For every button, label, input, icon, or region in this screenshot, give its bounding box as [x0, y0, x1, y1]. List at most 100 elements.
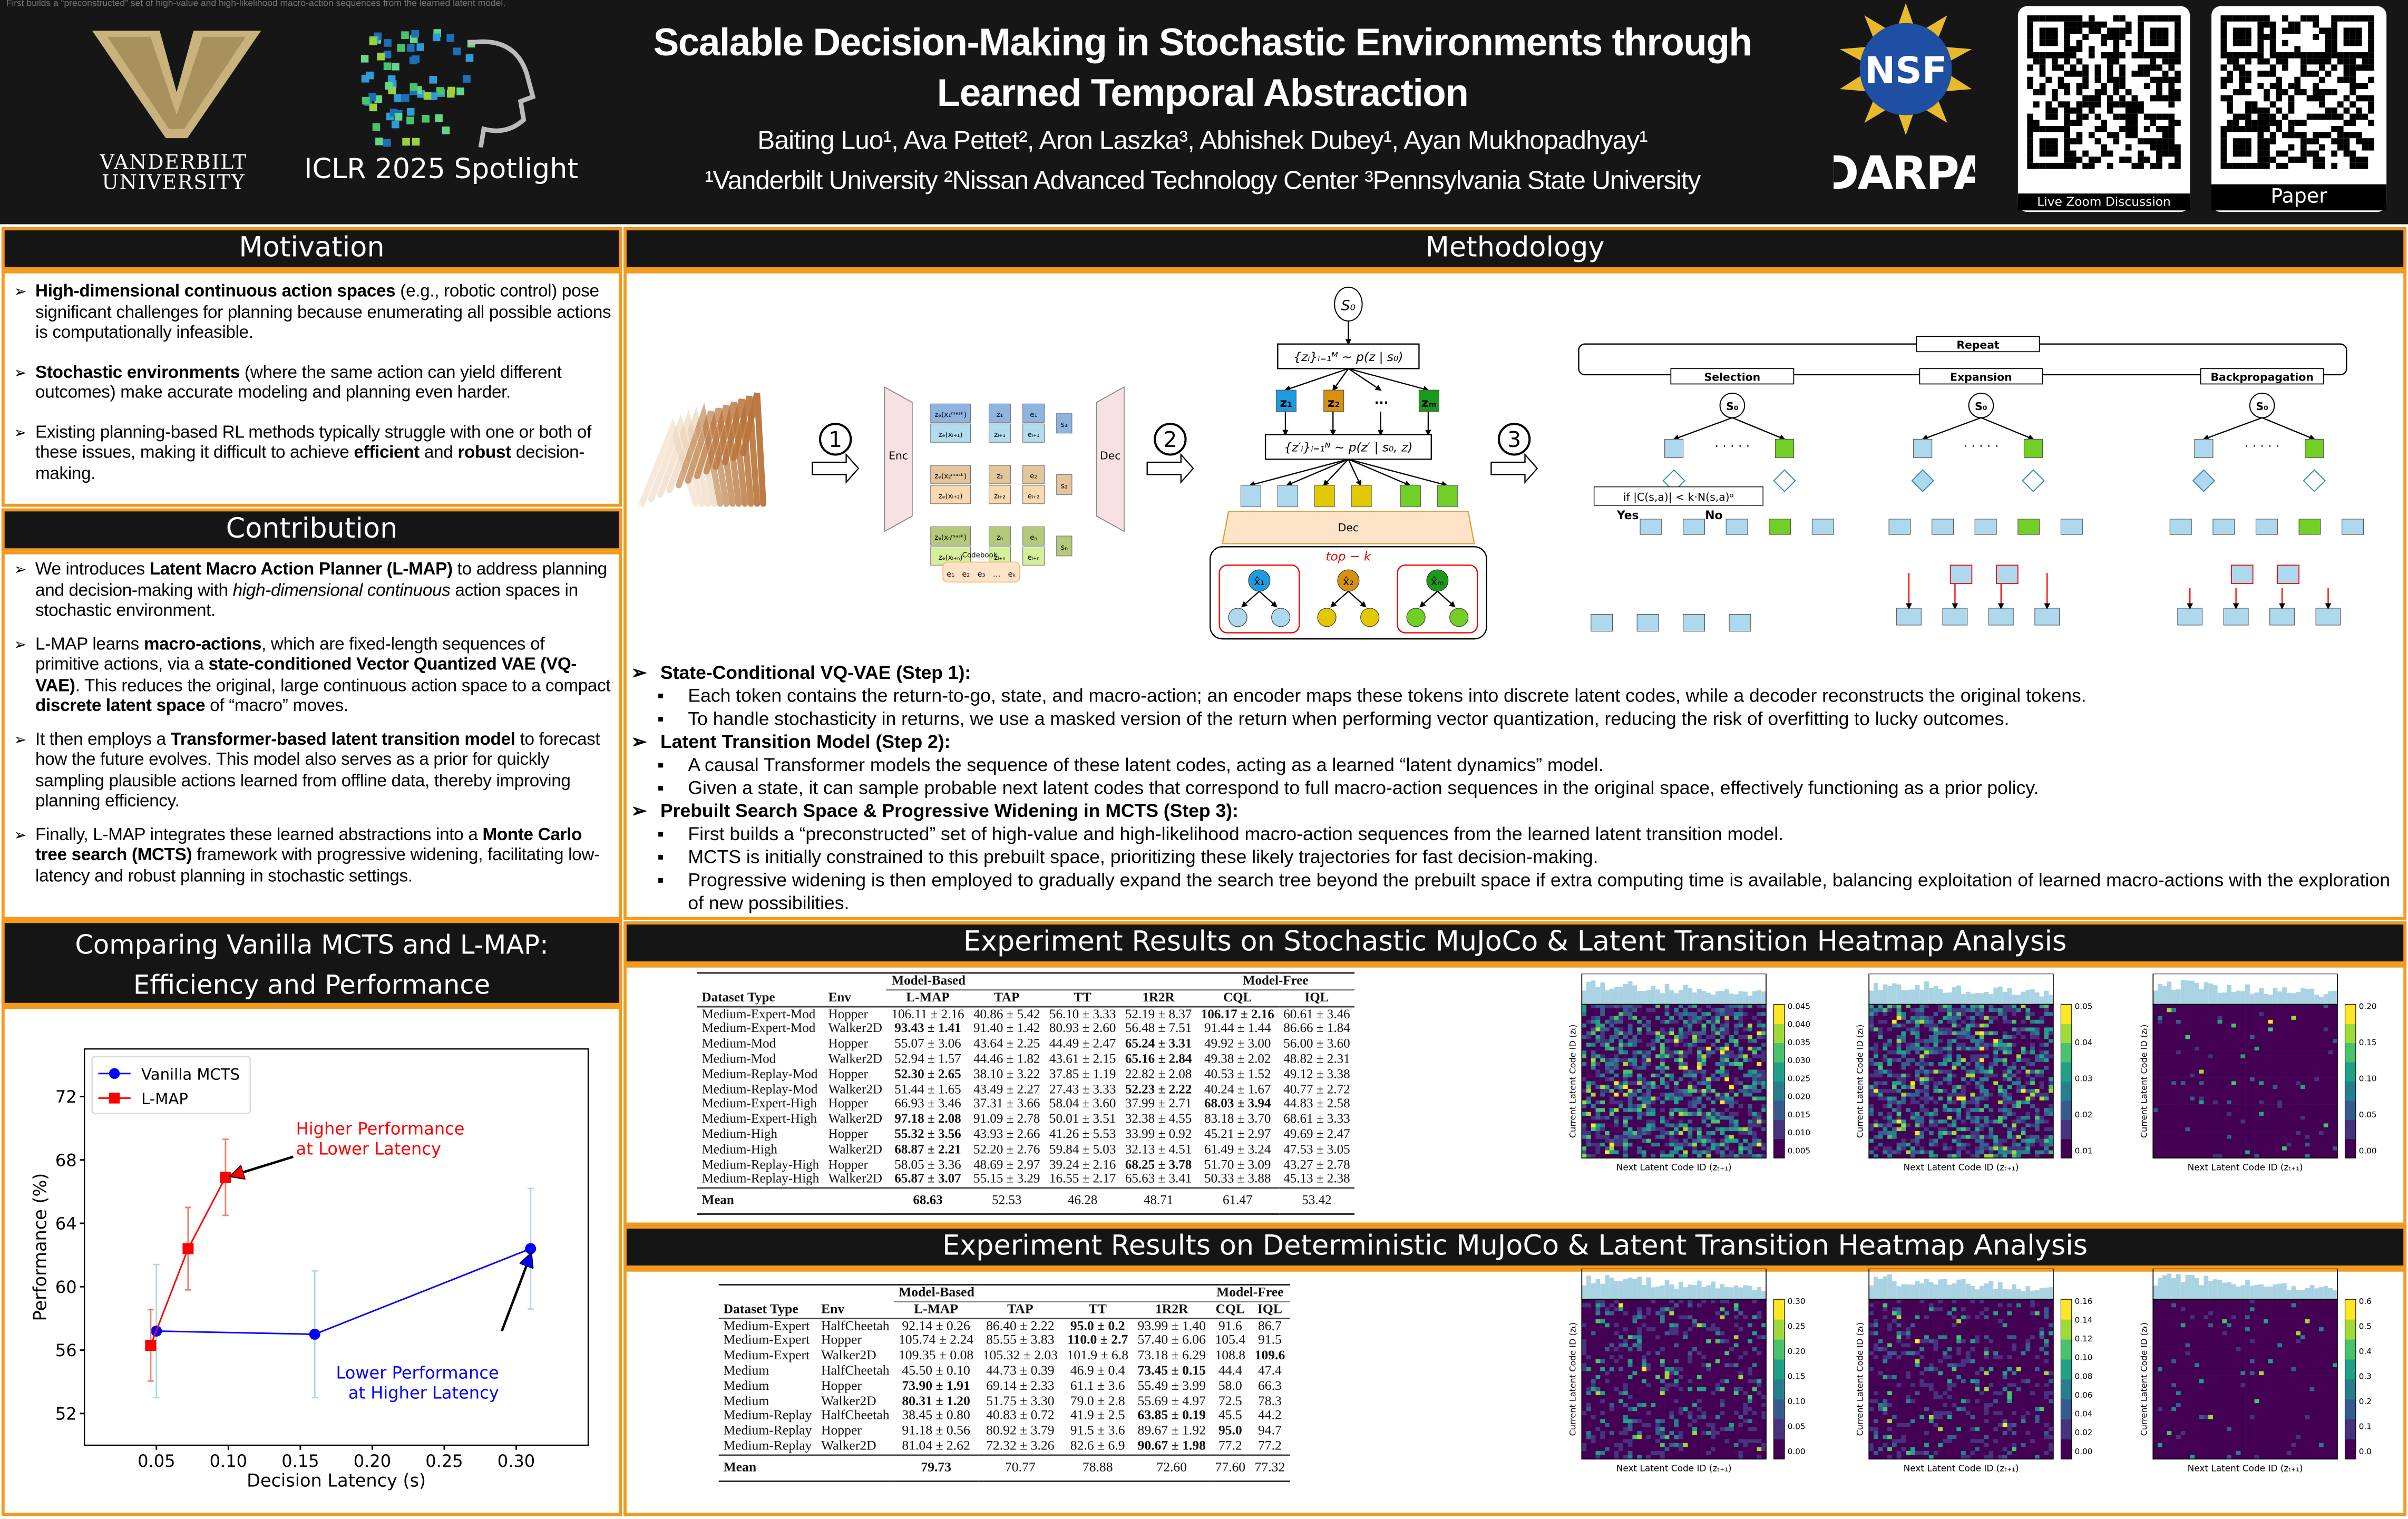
vanderbilt-line1: VANDERBILT — [74, 153, 274, 173]
diagram-arrow — [1324, 459, 1349, 485]
table-cell: 41.26 ± 5.53 — [1045, 1127, 1120, 1143]
iclr-logo — [361, 27, 545, 147]
column-header: L-MAP — [887, 989, 969, 1006]
histogram-bar — [1961, 994, 1966, 1005]
table-cell: 46.9 ± 0.4 — [1062, 1364, 1133, 1379]
bullet-item: It then employs a Transformer-based late… — [11, 731, 612, 813]
table-cell: 77.2 — [1211, 1439, 1250, 1455]
table-cell: Medium-High — [697, 1142, 824, 1157]
table-cell: 37.31 ± 3.66 — [969, 1097, 1045, 1113]
diagram-label: 1 — [828, 427, 842, 452]
histogram-bar — [1938, 1279, 1943, 1299]
histogram-bar — [2310, 989, 2315, 1005]
contribution-header: Contribution — [2, 509, 622, 552]
histogram-bar — [2227, 1282, 2231, 1299]
table-cell: 45.5 — [1211, 1409, 1250, 1424]
table-cell: Medium — [719, 1394, 817, 1409]
walker-robot-image — [642, 393, 763, 504]
table-cell: Hopper — [824, 1037, 887, 1052]
histogram-bar — [1971, 1286, 1975, 1299]
diagram-arrow — [1285, 368, 1348, 390]
diagram-label: zₗ₊₂ — [994, 493, 1006, 501]
colorbar-tick: 0.2 — [2359, 1397, 2372, 1406]
histogram-bar — [2273, 988, 2278, 1005]
child-node — [1450, 608, 1468, 627]
column-header: Dataset Type — [719, 1301, 817, 1318]
table-cell: 65.24 ± 3.31 — [1120, 1037, 1196, 1052]
table-cell: 91.09 ± 2.78 — [969, 1112, 1045, 1127]
table-cell: 16.55 ± 2.17 — [1045, 1172, 1120, 1188]
child-node — [1361, 608, 1379, 627]
histogram-bar — [1688, 988, 1692, 1005]
histogram-bar — [2333, 1290, 2337, 1299]
deep-node — [2224, 608, 2248, 625]
diagram-label: S₀ — [1975, 400, 1987, 413]
histogram-bar — [1901, 1284, 1906, 1300]
title-line1: Scalable Decision-Making in Stochastic E… — [571, 18, 1834, 69]
table-cell: Medium-Expert-High — [697, 1112, 824, 1127]
histogram-bar — [1628, 981, 1633, 1005]
leaf-node — [1637, 615, 1659, 631]
colorbar-tick: 0.04 — [2075, 1409, 2093, 1419]
table-cell: Walker2D — [824, 1172, 887, 1188]
table-cell: 95.0 ± 0.2 — [1062, 1318, 1133, 1333]
table-cell: 91.44 ± 1.44 — [1196, 1022, 1279, 1037]
diagram-label: z₂ — [1328, 396, 1340, 410]
table-cell: 37.99 ± 2.71 — [1120, 1097, 1196, 1113]
histogram-bar — [2287, 993, 2292, 1005]
histogram-bar — [2167, 1273, 2172, 1299]
leaf-node — [2342, 519, 2364, 534]
histogram-bar — [1878, 990, 1883, 1004]
leaf-node — [2213, 519, 2235, 534]
histogram-bar — [1956, 1280, 1961, 1299]
leaf-node — [1726, 519, 1748, 534]
table-cell: Hopper — [816, 1333, 894, 1349]
histogram-bar — [1623, 1279, 1628, 1299]
histogram-bar — [1892, 1281, 1897, 1299]
table-cell: 44.49 ± 2.47 — [1045, 1037, 1120, 1052]
table-cell: 39.24 ± 2.16 — [1045, 1157, 1120, 1173]
diagram-label: eₖ — [1008, 570, 1016, 579]
mean-cell: 61.47 — [1196, 1188, 1279, 1214]
diagram-label: zₙ — [997, 534, 1003, 542]
histogram-bar — [1961, 1279, 1966, 1299]
histogram-bar — [1952, 987, 1957, 1005]
method-bullet: First builds a “preconstructed” set of h… — [627, 823, 2393, 846]
histogram-bar — [1743, 1285, 1748, 1299]
histogram-bar — [2319, 997, 2324, 1005]
colorbar-tick: 0.01 — [2075, 1146, 2093, 1155]
text: L-MAP learns — [35, 635, 144, 654]
colorbar-tick: 0.030 — [1788, 1056, 1810, 1065]
diagram-label: Dec — [1338, 521, 1359, 534]
colorbar-tick: 0.015 — [1788, 1110, 1810, 1119]
histogram-bar — [2250, 994, 2255, 1004]
diagram-label: eₗ₊₂ — [1028, 493, 1040, 501]
column-header: IQL — [1279, 989, 1354, 1006]
histogram-bar — [1748, 996, 1752, 1005]
qr-paper[interactable]: Paper — [2211, 6, 2386, 212]
table-cell: 44.83 ± 2.58 — [1279, 1097, 1354, 1113]
table-cell: 41.9 ± 2.5 — [1062, 1409, 1133, 1424]
histogram-bar — [1993, 1289, 1998, 1299]
table-cell: 73.45 ± 0.15 — [1133, 1364, 1211, 1379]
table-cell: 48.69 ± 2.97 — [969, 1157, 1045, 1173]
histogram-bar — [2328, 1288, 2333, 1299]
diagram-label: S₀ — [2256, 400, 2268, 413]
table-cell: 51.75 ± 3.30 — [978, 1394, 1062, 1409]
histogram-bar — [1934, 986, 1938, 1005]
heatmap-ylabel: Current Latent Code ID (zₜ) — [1855, 1025, 1865, 1138]
table-cell: Medium-Expert — [719, 1349, 817, 1364]
table-cell: 68.25 ± 3.78 — [1120, 1157, 1196, 1173]
histogram-bar — [2049, 995, 2053, 1005]
histogram-bar — [2213, 1279, 2218, 1299]
qr-live-zoom[interactable]: Live Zoom Discussion — [2018, 6, 2190, 212]
poster-header: First builds a “preconstructed” set of h… — [0, 0, 2408, 224]
table-cell: 55.49 ± 3.99 — [1133, 1379, 1211, 1394]
